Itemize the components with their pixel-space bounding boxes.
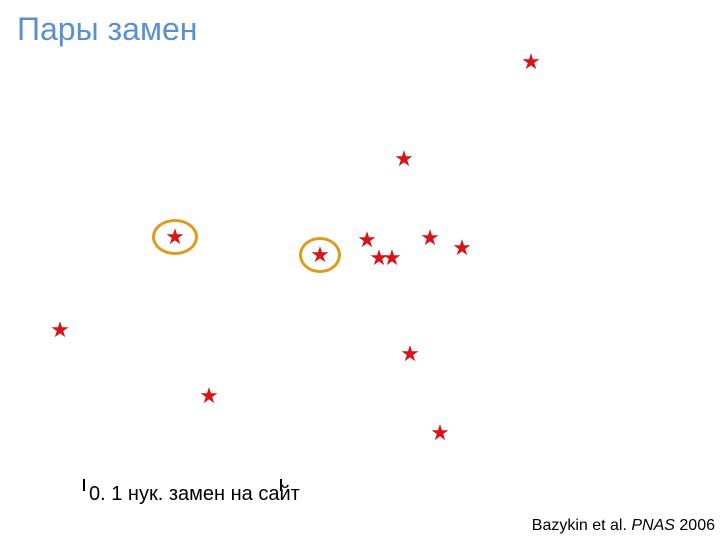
citation-suffix: 2006 — [675, 517, 715, 534]
scalebar-label: 0. 1 нук. замен на сайт — [89, 483, 300, 506]
citation-journal: PNAS — [631, 517, 675, 534]
star-marker: ★ — [521, 51, 541, 73]
citation: Bazykin et al. PNAS 2006 — [532, 517, 715, 535]
star-marker: ★ — [420, 227, 440, 249]
figure-title: Пары замен — [17, 11, 197, 48]
figure-canvas: Пары замен ★★★★★★★★★★★★★ 0. 1 нук. замен… — [0, 0, 720, 540]
star-marker: ★ — [430, 422, 450, 444]
citation-prefix: Bazykin et al. — [532, 517, 632, 534]
star-marker: ★ — [452, 237, 472, 259]
scalebar-tick-left — [83, 479, 85, 491]
star-marker: ★ — [382, 247, 402, 269]
star-marker: ★ — [165, 226, 185, 248]
star-marker: ★ — [394, 148, 414, 170]
star-marker: ★ — [50, 319, 70, 341]
star-marker: ★ — [199, 385, 219, 407]
star-marker: ★ — [400, 343, 420, 365]
star-marker: ★ — [310, 244, 330, 266]
